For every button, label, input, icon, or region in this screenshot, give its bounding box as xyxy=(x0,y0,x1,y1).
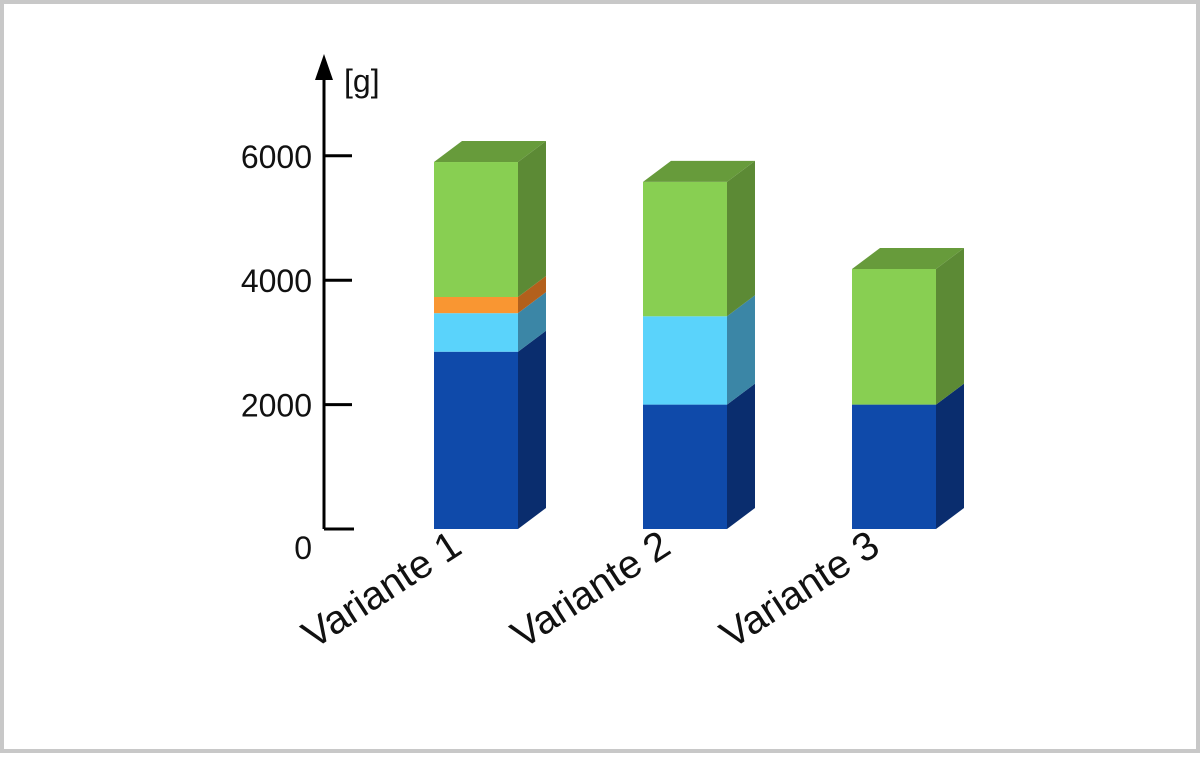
bar-segment xyxy=(643,181,727,317)
bar-stack xyxy=(852,248,964,529)
bar-segment-side xyxy=(727,160,755,317)
y-tick-label: 0 xyxy=(294,530,312,566)
bar-segment-side xyxy=(518,275,546,314)
bar-segment xyxy=(852,269,936,405)
y-tick-label: 4000 xyxy=(241,263,312,299)
y-axis-ticks: 0 2000 4000 6000 xyxy=(241,139,352,566)
y-axis: [g] xyxy=(315,54,380,531)
bar-segment xyxy=(643,404,727,529)
bar-segment-side xyxy=(936,383,964,529)
bar-top xyxy=(852,248,964,270)
y-tick-label: 2000 xyxy=(241,388,312,424)
bar-top xyxy=(643,160,755,182)
y-axis-unit-label: [g] xyxy=(344,63,380,99)
category-label: Variante 1 xyxy=(295,523,469,658)
bar-segment-side xyxy=(518,141,546,297)
bar-segment xyxy=(643,316,727,405)
bar-segment xyxy=(434,313,518,352)
bar-segment xyxy=(434,162,518,297)
bar-segment-side xyxy=(518,292,546,352)
bar-stack xyxy=(434,141,546,529)
bar-top xyxy=(434,141,546,163)
category-labels: Variante 1 Variante 2 Variante 3 xyxy=(295,523,887,658)
bar-segment-side xyxy=(727,295,755,405)
bar-segment-side xyxy=(936,248,964,405)
y-tick-label: 6000 xyxy=(241,139,312,175)
bar-segment-side xyxy=(518,330,546,529)
bar-segment-side xyxy=(727,383,755,529)
y-axis-arrow-icon xyxy=(315,54,333,80)
bar-stack xyxy=(643,160,755,529)
bar-segment xyxy=(434,351,518,529)
category-label: Variante 2 xyxy=(504,523,678,658)
bar-segment xyxy=(434,296,518,314)
bars-group xyxy=(434,141,964,529)
bar-segment xyxy=(852,404,936,529)
category-label: Variante 3 xyxy=(713,523,887,658)
